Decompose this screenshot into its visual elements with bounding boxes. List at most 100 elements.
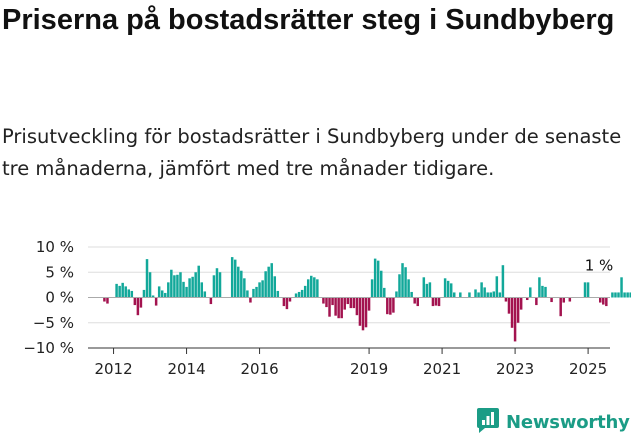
bar bbox=[209, 297, 213, 305]
bar bbox=[422, 277, 426, 298]
bar bbox=[203, 291, 207, 298]
bar-chart: 10 % 5 % 0 % −5 % −10 % 2012 2014 2016 2019 2021… bbox=[23, 238, 631, 378]
bar bbox=[294, 293, 298, 298]
bar bbox=[516, 297, 520, 323]
bar bbox=[185, 286, 188, 298]
bar bbox=[602, 297, 605, 305]
bar bbox=[215, 268, 219, 298]
bar bbox=[474, 289, 477, 298]
bar bbox=[389, 297, 392, 315]
bar bbox=[310, 275, 313, 298]
bar bbox=[300, 289, 304, 298]
bar bbox=[541, 285, 544, 298]
bar bbox=[261, 280, 264, 298]
bar bbox=[306, 279, 310, 298]
bar bbox=[513, 297, 517, 342]
bar bbox=[328, 297, 331, 317]
bar bbox=[538, 277, 541, 298]
bar bbox=[437, 297, 441, 307]
bar bbox=[501, 265, 505, 298]
bar bbox=[267, 266, 270, 298]
bar bbox=[583, 282, 587, 298]
bar bbox=[297, 291, 301, 298]
bar bbox=[398, 274, 401, 298]
bar bbox=[121, 282, 124, 298]
chart-subtitle: Prisutveckling för bostadsrätter i Sundb… bbox=[2, 125, 622, 180]
bar bbox=[218, 272, 222, 298]
bar bbox=[115, 283, 118, 298]
bar bbox=[629, 292, 631, 298]
bar bbox=[550, 297, 553, 303]
bar bbox=[230, 257, 234, 298]
bar bbox=[425, 283, 429, 298]
bar bbox=[237, 266, 240, 298]
bar bbox=[452, 292, 456, 298]
bar bbox=[483, 287, 486, 298]
bar bbox=[361, 297, 365, 331]
bar bbox=[127, 289, 130, 298]
bar bbox=[285, 297, 289, 310]
bar bbox=[176, 274, 179, 298]
bar bbox=[586, 282, 590, 298]
bar bbox=[431, 297, 435, 307]
bar bbox=[255, 286, 258, 298]
bar bbox=[410, 291, 413, 298]
bar bbox=[233, 259, 237, 298]
bar bbox=[434, 297, 438, 306]
bar bbox=[103, 297, 106, 302]
bar bbox=[614, 292, 617, 298]
bar bbox=[510, 297, 514, 328]
bar bbox=[322, 297, 325, 304]
x-tick-label: 2021 bbox=[423, 360, 461, 378]
bar bbox=[148, 272, 152, 298]
bar bbox=[197, 265, 200, 298]
bar bbox=[358, 297, 362, 326]
bar bbox=[133, 297, 137, 306]
bar bbox=[392, 297, 395, 313]
bar bbox=[383, 287, 386, 298]
bar bbox=[349, 297, 353, 309]
bar bbox=[489, 292, 492, 298]
y-axis-ticks: 10 % 5 % 0 % −5 % −10 % bbox=[23, 238, 74, 357]
bar bbox=[331, 297, 334, 306]
bar bbox=[139, 297, 143, 308]
x-tick-label: 2025 bbox=[569, 360, 607, 378]
bar bbox=[544, 286, 547, 298]
bar bbox=[303, 285, 307, 298]
bar bbox=[370, 279, 374, 298]
bar bbox=[249, 297, 252, 303]
bar bbox=[106, 297, 109, 304]
bar bbox=[252, 288, 255, 298]
bar bbox=[446, 280, 450, 298]
bar bbox=[449, 283, 453, 298]
bar bbox=[395, 291, 398, 298]
bar bbox=[334, 297, 337, 316]
bar bbox=[154, 297, 158, 306]
bar bbox=[212, 275, 216, 298]
bar bbox=[352, 297, 356, 309]
bar bbox=[243, 278, 246, 298]
bar bbox=[325, 297, 328, 308]
bar bbox=[170, 269, 173, 298]
bar bbox=[605, 297, 608, 307]
x-tick-label: 2023 bbox=[496, 360, 534, 378]
bar bbox=[179, 272, 182, 298]
bar bbox=[200, 282, 204, 298]
bar bbox=[611, 292, 614, 298]
bar bbox=[407, 279, 410, 298]
bar bbox=[343, 297, 346, 310]
bar bbox=[504, 297, 508, 302]
bar bbox=[157, 286, 161, 298]
bar bbox=[124, 286, 127, 298]
bar bbox=[282, 297, 286, 307]
bar bbox=[160, 290, 164, 298]
bar bbox=[182, 281, 185, 298]
x-axis-ticks: 2012 2014 2016 2019 2021 2023 2025 bbox=[94, 348, 607, 378]
bar bbox=[273, 276, 277, 298]
bar bbox=[270, 263, 273, 298]
bar bbox=[258, 282, 261, 298]
bar bbox=[529, 287, 532, 298]
bar bbox=[130, 290, 134, 298]
bar bbox=[468, 292, 471, 298]
bar bbox=[364, 297, 368, 328]
